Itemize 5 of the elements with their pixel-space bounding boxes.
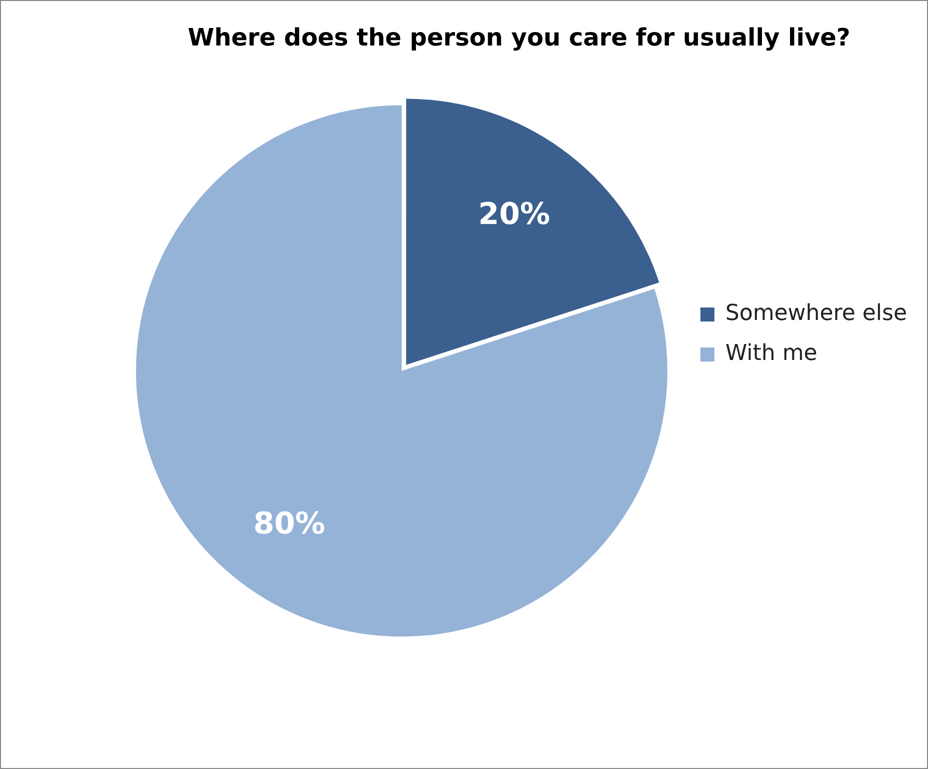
data-label: 80% xyxy=(253,506,326,542)
data-label: 20% xyxy=(478,196,550,232)
legend-label: Somewhere else xyxy=(725,301,908,326)
chart-title: Where does the person you care for usually live? xyxy=(188,24,850,52)
legend-label: With me xyxy=(725,341,818,366)
